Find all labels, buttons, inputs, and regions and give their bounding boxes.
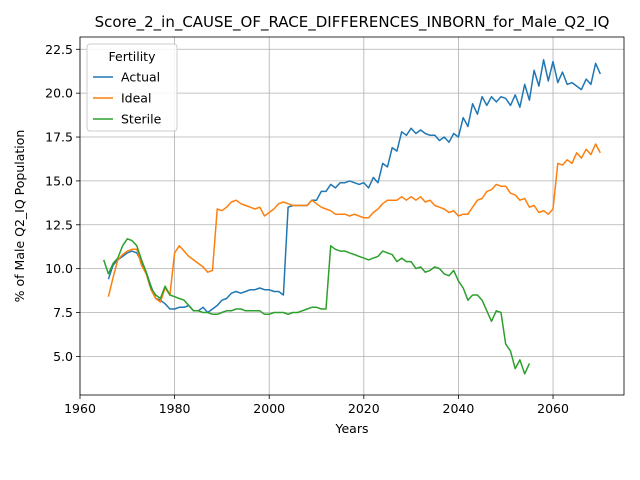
- x-tick-label: 2060: [537, 401, 569, 416]
- y-tick-label: 5.0: [53, 349, 73, 364]
- plot-frame: [79, 36, 625, 396]
- series-line-sterile: [102, 238, 531, 375]
- axis-ticks: 1960 1980 2000 2020 2040 2060 5.0 7.5 10.0 12.5 15…: [45, 42, 569, 416]
- series-line-ideal: [107, 143, 601, 303]
- y-tick-label: 7.5: [53, 305, 73, 320]
- y-tick-label: 12.5: [45, 217, 73, 232]
- legend-label-ideal: Ideal: [121, 91, 151, 106]
- y-tick-label: 10.0: [45, 261, 73, 276]
- legend: Fertility Actual Ideal Sterile: [86, 43, 178, 132]
- y-tick-label: 15.0: [45, 173, 73, 188]
- y-tick-label: 17.5: [45, 130, 73, 145]
- legend-box: [86, 43, 178, 132]
- grid: [79, 37, 624, 395]
- y-axis-label: % of Male Q2_IQ Population: [12, 130, 27, 303]
- x-tick-label: 2020: [348, 401, 380, 416]
- y-tick-label: 22.5: [45, 42, 73, 57]
- legend-label-actual: Actual: [121, 70, 160, 85]
- x-tick-label: 1960: [64, 401, 96, 416]
- x-tick-label: 1980: [159, 401, 191, 416]
- legend-title: Fertility: [109, 49, 157, 64]
- x-tick-label: 2040: [443, 401, 475, 416]
- x-tick-label: 2000: [253, 401, 285, 416]
- chart-title: Score_2_in_CAUSE_OF_RACE_DIFFERENCES_INB…: [95, 13, 610, 32]
- legend-label-sterile: Sterile: [121, 112, 162, 127]
- x-axis-label: Years: [335, 421, 369, 436]
- y-tick-label: 20.0: [45, 86, 73, 101]
- series-lines: [102, 59, 601, 375]
